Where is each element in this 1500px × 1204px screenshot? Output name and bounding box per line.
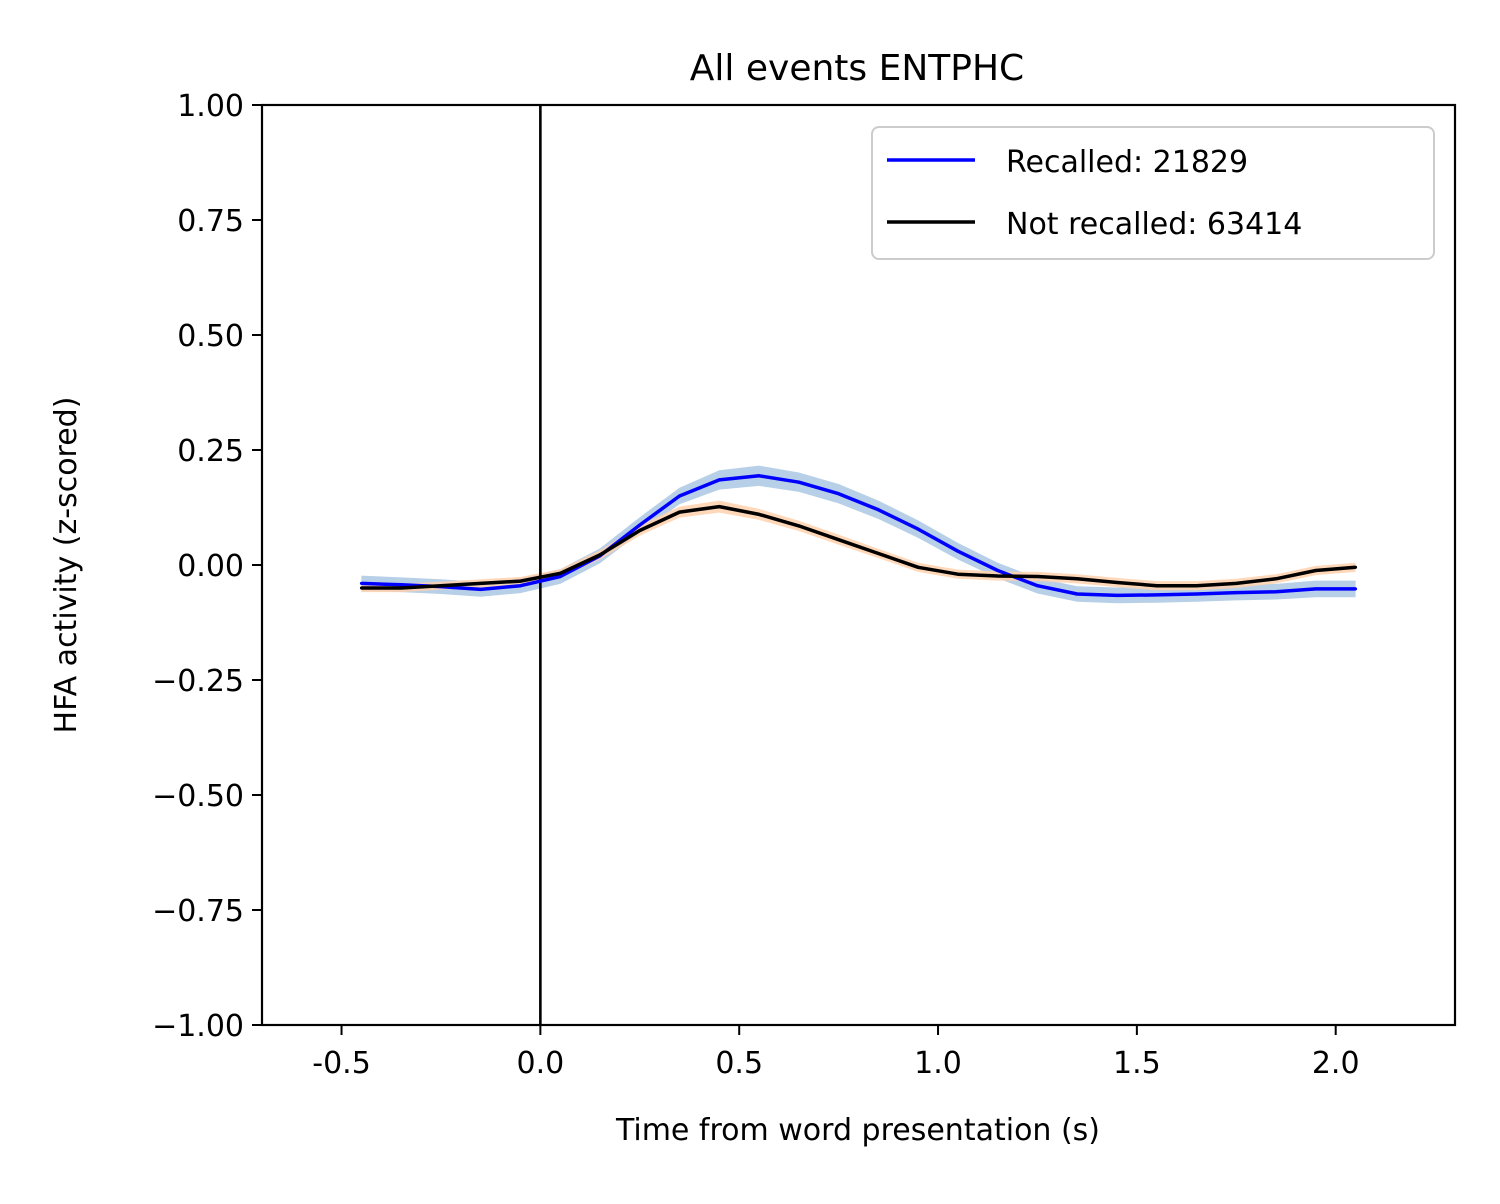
point-recalled bbox=[359, 581, 363, 585]
point-not-recalled bbox=[1354, 565, 1358, 569]
point-recalled bbox=[996, 569, 1000, 572]
point-recalled bbox=[717, 478, 721, 482]
x-axis-ticks: -0.5 0.0 0.5 1.0 1.5 2.0 bbox=[312, 1025, 1360, 1081]
point-recalled bbox=[1115, 593, 1119, 597]
y-tick-label: 0.25 bbox=[177, 434, 244, 469]
point-not-recalled bbox=[598, 553, 602, 557]
y-tick-label: −0.50 bbox=[152, 779, 244, 814]
x-tick-label: 1.0 bbox=[914, 1046, 962, 1081]
point-recalled bbox=[1155, 593, 1159, 597]
point-recalled bbox=[638, 523, 642, 527]
x-tick-label: 1.5 bbox=[1113, 1046, 1161, 1081]
point-recalled bbox=[837, 492, 841, 496]
point-not-recalled bbox=[1314, 569, 1318, 572]
y-tick-label: 0.75 bbox=[177, 204, 244, 239]
point-recalled bbox=[558, 575, 562, 578]
x-axis-label: Time from word presentation (s) bbox=[615, 1113, 1100, 1148]
point-recalled bbox=[956, 549, 960, 553]
point-recalled bbox=[399, 583, 403, 587]
point-not-recalled bbox=[996, 574, 1000, 578]
line-not-recalled bbox=[361, 504, 1356, 590]
x-tick-label: 2.0 bbox=[1312, 1046, 1360, 1081]
point-not-recalled bbox=[837, 538, 841, 542]
point-not-recalled bbox=[717, 505, 721, 509]
point-not-recalled bbox=[956, 572, 960, 576]
point-recalled bbox=[1354, 587, 1358, 591]
y-tick-label: 0.50 bbox=[177, 319, 244, 354]
point-not-recalled bbox=[757, 512, 761, 516]
chart-title: All events ENTPHC bbox=[690, 48, 1024, 89]
point-recalled bbox=[1036, 584, 1039, 588]
point-not-recalled bbox=[359, 586, 363, 590]
y-tick-label: −0.25 bbox=[152, 664, 244, 699]
point-recalled bbox=[1314, 587, 1318, 591]
y-tick-label: 0.00 bbox=[177, 549, 244, 584]
point-not-recalled bbox=[1115, 581, 1119, 584]
point-recalled bbox=[876, 508, 880, 512]
point-recalled bbox=[1234, 591, 1238, 595]
point-not-recalled bbox=[1234, 581, 1238, 585]
x-tick-label: 0.5 bbox=[715, 1046, 763, 1081]
legend-frame bbox=[871, 126, 1435, 260]
point-not-recalled bbox=[1195, 584, 1198, 588]
point-recalled bbox=[678, 494, 681, 498]
y-tick-label: 1.00 bbox=[177, 89, 244, 124]
point-not-recalled bbox=[1075, 577, 1079, 581]
point-not-recalled bbox=[1036, 575, 1039, 578]
point-not-recalled bbox=[916, 565, 920, 569]
point-not-recalled bbox=[1155, 584, 1159, 588]
point-recalled bbox=[479, 587, 483, 591]
point-not-recalled bbox=[876, 552, 880, 555]
point-recalled bbox=[519, 584, 522, 588]
point-not-recalled bbox=[558, 571, 562, 575]
point-recalled bbox=[757, 474, 761, 478]
point-not-recalled bbox=[797, 524, 801, 528]
legend: Recalled: 21829 Not recalled: 63414 bbox=[871, 126, 1435, 260]
point-not-recalled bbox=[678, 510, 681, 514]
point-not-recalled bbox=[519, 579, 522, 583]
x-tick-label: -0.5 bbox=[312, 1046, 371, 1081]
legend-label-recalled: Recalled: 21829 bbox=[1006, 145, 1248, 180]
point-not-recalled bbox=[1274, 577, 1278, 581]
point-recalled bbox=[797, 480, 801, 484]
y-axis-ticks: 1.00 0.75 0.50 0.25 0.00 −0.25 −0.50 −0.75 −1.00 bbox=[152, 89, 262, 1044]
y-tick-label: −0.75 bbox=[152, 894, 244, 929]
legend-label-not-recalled: Not recalled: 63414 bbox=[1006, 207, 1302, 242]
x-tick-label: 0.0 bbox=[517, 1046, 565, 1081]
point-not-recalled bbox=[479, 581, 483, 585]
point-recalled bbox=[916, 527, 920, 531]
point-not-recalled bbox=[638, 529, 642, 532]
series-lines bbox=[359, 474, 1358, 598]
point-recalled bbox=[1075, 592, 1079, 596]
y-tick-label: −1.00 bbox=[152, 1009, 244, 1044]
y-axis-label: HFA activity (z-scored) bbox=[49, 397, 84, 734]
point-recalled bbox=[1195, 592, 1198, 596]
point-not-recalled bbox=[439, 584, 443, 588]
point-not-recalled bbox=[399, 586, 403, 590]
point-recalled bbox=[1274, 590, 1278, 594]
line-recalled bbox=[361, 474, 1356, 598]
